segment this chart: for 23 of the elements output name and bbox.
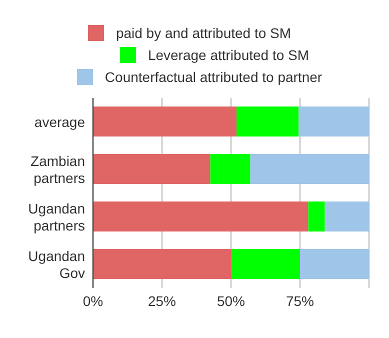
bar: [210, 154, 250, 184]
legend-label: Counterfactual attributed to partner: [104, 69, 322, 85]
bar: [93, 249, 231, 280]
x-tick-label: 75%: [286, 292, 314, 309]
y-tick-label: Ugandan partners: [28, 200, 85, 234]
y-tick-label: Ugandan Gov: [28, 248, 85, 281]
legend-label: paid by and attributed to SM: [116, 25, 292, 41]
bar: [93, 106, 237, 137]
bar: [236, 106, 299, 137]
legend-label: Leverage attributed to SM: [148, 47, 310, 63]
x-tick-label: 25%: [148, 292, 176, 309]
bar: [308, 202, 325, 232]
bar: [93, 202, 308, 232]
bar: [231, 249, 300, 280]
bar: [250, 154, 369, 184]
x-tick-label: 0%: [82, 292, 104, 309]
x-tick-label: 50%: [216, 292, 246, 309]
y-tick-label: Zambian partners: [30, 152, 85, 186]
bar: [324, 202, 369, 232]
bar: [300, 249, 369, 280]
bar: [93, 154, 210, 184]
y-tick-label: average: [34, 114, 86, 130]
bar: [298, 106, 369, 137]
